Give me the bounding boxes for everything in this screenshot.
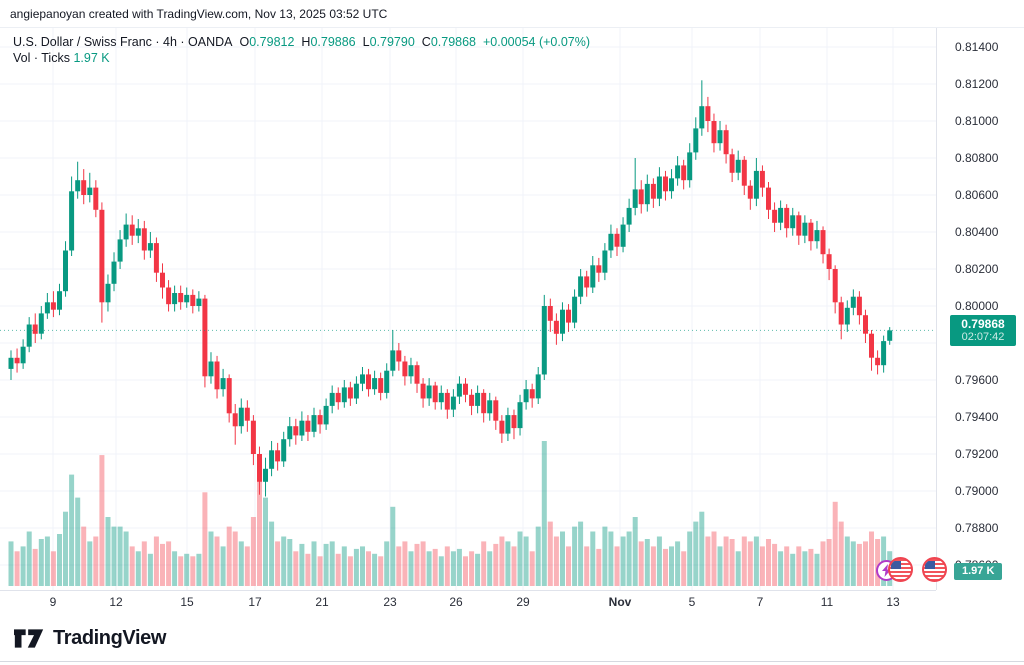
price-axis-label: 0.80600 [955,188,999,202]
price-axis-label: 0.81200 [955,77,999,91]
price-axis[interactable]: 0.79868 02:07:42 1.97 K 0.81400 0.81200 0.… [936,28,1024,590]
attribution-text: angiepanoyan created with TradingView.co… [10,6,388,21]
chart-widget: U.S. Dollar / Swiss Franc · 4h · OANDA O0… [0,28,1024,613]
time-axis-label: 15 [180,595,194,609]
price-axis-label: 0.80000 [955,299,999,313]
time-axis-label: 11 [820,595,834,609]
ohlc-high: H0.79886 [301,35,356,49]
attribution-bar: angiepanoyan created with TradingView.co… [0,0,1024,28]
ohlc-open: O0.79812 [239,35,295,49]
price-axis-label: 0.81000 [955,114,999,128]
time-axis-label: 17 [248,595,262,609]
symbol-title[interactable]: U.S. Dollar / Swiss Franc · 4h · OANDA [13,35,233,49]
volume-badge: 1.97 K [954,563,1003,580]
price-axis-label: 0.80200 [955,262,999,276]
legend-volume-row: Vol · Ticks 1.97 K [13,51,590,66]
time-axis-label: 21 [315,595,329,609]
price-axis-label: 0.78800 [955,521,999,535]
price-axis-label: 0.79200 [955,447,999,461]
time-axis-label: 26 [449,595,463,609]
lightning-icon [882,564,891,577]
price-axis-label: 0.79400 [955,410,999,424]
current-price-badge: 0.79868 02:07:42 [950,315,1016,346]
us-flag-canton [891,561,901,569]
time-axis-label: 12 [109,595,123,609]
us-flag-canton [925,561,935,569]
ohlc-close: C0.79868 [421,35,476,49]
chart-legend: U.S. Dollar / Swiss Franc · 4h · OANDA O0… [13,35,590,66]
time-axis-label: 9 [49,595,57,609]
candles [8,80,893,497]
footer: TradingView [0,612,1024,665]
volume-value: 1.97 K [73,51,110,65]
price-axis-label: 0.79600 [955,373,999,387]
grid-lines [0,28,936,590]
time-axis-label: 29 [516,595,530,609]
ohlc-low: L0.79790 [362,35,415,49]
economic-event-icon-us-flag[interactable] [888,557,913,582]
volume-pane [8,441,893,586]
time-axis-label: 5 [688,595,696,609]
tradingview-logo-text: TradingView [53,627,167,649]
price-change: +0.00054 (+0.07%) [483,35,591,49]
time-axis-label: 7 [756,595,764,609]
bar-countdown: 02:07:42 [961,331,1005,343]
time-axis-label: 13 [886,595,900,609]
time-axis-label: Nov [608,595,632,609]
time-axis-label: 23 [383,595,397,609]
price-axis-label: 0.80400 [955,225,999,239]
bottom-divider [0,661,1024,662]
time-axis[interactable]: 9 12 15 17 21 23 26 29 Nov 5 7 11 13 [0,590,936,613]
price-axis-label: 0.81400 [955,40,999,54]
price-axis-label: 0.79000 [955,484,999,498]
tradingview-logo-mark [14,629,44,648]
price-axis-label: 0.80800 [955,151,999,165]
volume-label[interactable]: Vol · Ticks [13,51,70,65]
legend-symbol-row: U.S. Dollar / Swiss Franc · 4h · OANDA O0… [13,35,590,50]
candlestick-chart[interactable] [0,28,936,590]
tradingview-logo[interactable]: TradingView [14,627,166,650]
economic-event-icon-us-flag[interactable] [922,557,947,582]
current-price-value: 0.79868 [961,317,1005,331]
